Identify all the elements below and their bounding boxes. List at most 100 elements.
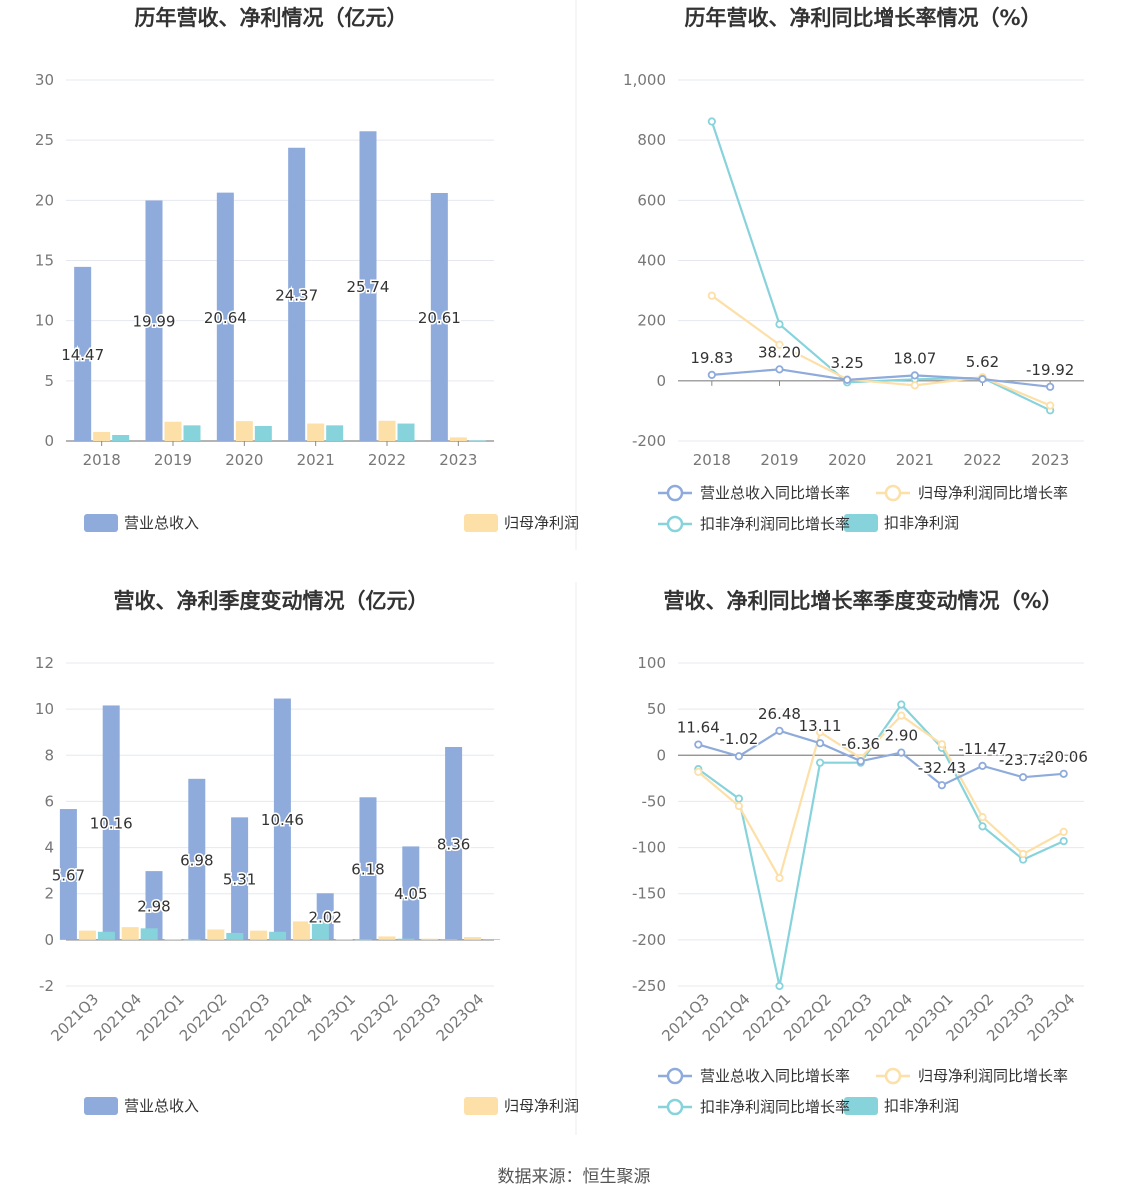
data-point[interactable]	[695, 741, 701, 747]
x-tick-label: 2019	[154, 451, 192, 469]
data-point[interactable]	[736, 795, 742, 801]
bar[interactable]	[226, 933, 243, 940]
bar[interactable]	[93, 432, 110, 441]
data-point[interactable]	[858, 758, 864, 764]
bar[interactable]	[450, 437, 467, 441]
x-tick-label: 2023	[1031, 451, 1069, 469]
legend-item[interactable]: 扣非净利润同比增长率	[658, 1098, 850, 1116]
legend-item[interactable]: 营业总收入同比增长率	[658, 484, 850, 502]
data-point[interactable]	[736, 803, 742, 809]
data-point[interactable]	[776, 321, 782, 327]
data-label: 20.64	[204, 309, 247, 327]
y-tick-label: 0	[656, 746, 666, 764]
bar[interactable]	[165, 422, 182, 441]
data-point[interactable]	[776, 728, 782, 734]
data-point[interactable]	[939, 741, 945, 747]
bar[interactable]	[98, 932, 115, 940]
legend-item[interactable]: 营业总收入	[84, 1097, 199, 1115]
legend-item[interactable]: 扣非净利润同比增长率	[658, 515, 850, 533]
y-tick-label: 1,000	[623, 71, 666, 89]
bar[interactable]	[269, 932, 286, 940]
legend-label: 归母净利润同比增长率	[918, 1067, 1068, 1085]
bar[interactable]	[379, 421, 396, 441]
data-label: -19.92	[1026, 361, 1074, 379]
data-point[interactable]	[817, 740, 823, 746]
data-point[interactable]	[912, 372, 918, 378]
bar[interactable]	[379, 936, 396, 939]
data-point[interactable]	[1061, 838, 1067, 844]
data-point[interactable]	[912, 382, 918, 388]
data-point[interactable]	[979, 763, 985, 769]
legend-item[interactable]: 归母净利润	[464, 1097, 579, 1115]
data-point[interactable]	[1061, 771, 1067, 777]
legend-label: 营业总收入	[124, 1097, 199, 1115]
data-point[interactable]	[898, 749, 904, 755]
bar[interactable]	[440, 939, 457, 940]
y-tick-label: 10	[35, 700, 54, 718]
bar[interactable]	[307, 424, 324, 441]
legend-item[interactable]: 扣非净利润	[844, 1097, 959, 1115]
quarterly-growth-chart: 营收、净利同比增长率季度变动情况（%）-250-200-150-100-5005…	[632, 589, 1088, 1116]
data-point[interactable]	[709, 292, 715, 298]
data-point[interactable]	[709, 372, 715, 378]
data-point[interactable]	[709, 118, 715, 124]
bar[interactable]	[421, 939, 438, 940]
data-point[interactable]	[1047, 384, 1053, 390]
x-tick-label: 2019	[760, 451, 798, 469]
bar[interactable]	[326, 425, 343, 441]
legend-item[interactable]: 归母净利润同比增长率	[876, 484, 1068, 502]
legend-item[interactable]: 归母净利润	[464, 514, 579, 532]
bar[interactable]	[355, 939, 372, 940]
bar[interactable]	[255, 426, 272, 441]
bar[interactable]	[236, 421, 253, 441]
bar[interactable]	[141, 928, 158, 940]
data-point[interactable]	[1020, 851, 1026, 857]
bar[interactable]	[483, 939, 500, 940]
x-tick-label: 2021	[297, 451, 335, 469]
data-point[interactable]	[776, 366, 782, 372]
data-point[interactable]	[817, 759, 823, 765]
bar[interactable]	[79, 931, 96, 940]
bar[interactable]	[112, 435, 129, 441]
data-point[interactable]	[898, 701, 904, 707]
legend-item[interactable]: 扣非净利润	[844, 514, 959, 532]
legend-item[interactable]: 营业总收入	[84, 514, 199, 532]
data-label: 2.90	[885, 727, 918, 745]
data-point[interactable]	[1020, 774, 1026, 780]
bar[interactable]	[207, 929, 224, 939]
y-tick-label: 30	[35, 71, 54, 89]
data-point[interactable]	[736, 753, 742, 759]
bar[interactable]	[336, 939, 353, 940]
bar[interactable]	[184, 939, 201, 940]
bar[interactable]	[184, 425, 201, 441]
bar[interactable]	[122, 927, 139, 940]
data-point[interactable]	[898, 712, 904, 718]
legend-label: 扣非净利润	[884, 514, 959, 532]
data-point[interactable]	[979, 814, 985, 820]
data-label: 8.36	[437, 835, 470, 853]
data-point[interactable]	[776, 875, 782, 881]
data-point[interactable]	[979, 823, 985, 829]
data-point[interactable]	[939, 782, 945, 788]
bar[interactable]	[464, 937, 481, 940]
bar[interactable]	[398, 939, 415, 940]
bar[interactable]	[293, 921, 310, 939]
data-point[interactable]	[776, 983, 782, 989]
legend-item[interactable]: 营业总收入同比增长率	[658, 1067, 850, 1085]
bar[interactable]	[250, 931, 267, 940]
legend-item[interactable]: 归母净利润同比增长率	[876, 1067, 1068, 1085]
data-point[interactable]	[979, 376, 985, 382]
legend-label: 扣非净利润同比增长率	[700, 515, 850, 533]
chart-title: 营收、净利同比增长率季度变动情况（%）	[663, 589, 1062, 613]
data-point[interactable]	[695, 769, 701, 775]
bar[interactable]	[469, 440, 486, 441]
y-tick-label: 800	[637, 131, 666, 149]
bar[interactable]	[165, 939, 182, 940]
data-label: 19.99	[133, 313, 176, 331]
data-point[interactable]	[1047, 402, 1053, 408]
y-tick-label: 0	[44, 432, 54, 450]
data-point[interactable]	[844, 377, 850, 383]
bar[interactable]	[398, 424, 415, 441]
y-tick-label: 15	[35, 252, 54, 270]
data-point[interactable]	[1061, 829, 1067, 835]
